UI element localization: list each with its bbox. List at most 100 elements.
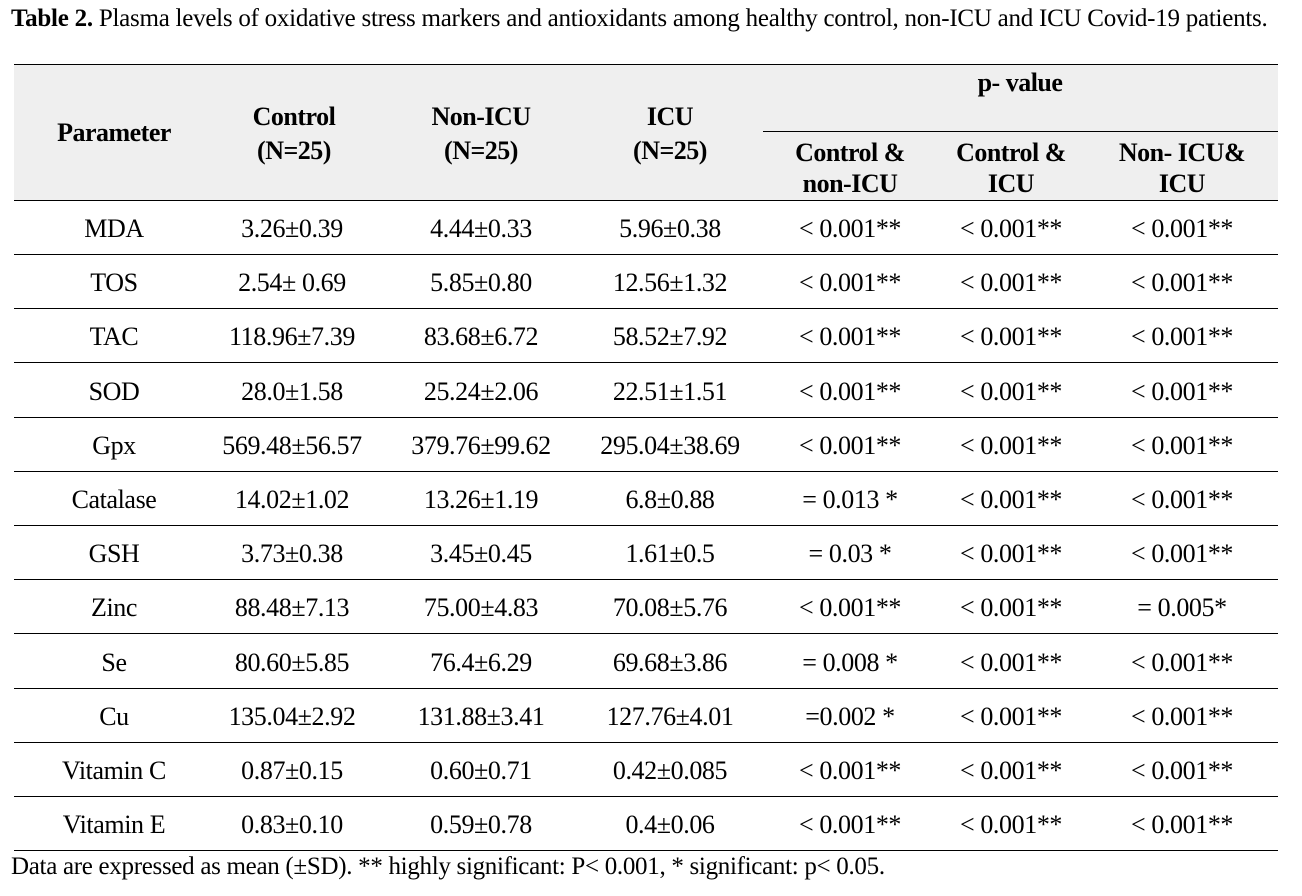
header-parameter: Parameter xyxy=(57,118,171,147)
cell-p2: < 0.001** xyxy=(959,485,1063,514)
cell-p3: < 0.001** xyxy=(1130,701,1234,731)
cell-p1: < 0.001** xyxy=(798,214,902,243)
cell-p3: < 0.001** xyxy=(1130,647,1234,677)
cell-p1: < 0.001** xyxy=(798,810,902,840)
cell-icu: 12.56±1.32 xyxy=(612,268,728,298)
row-rule xyxy=(14,254,1278,255)
header-icu-line1: ICU xyxy=(646,102,694,131)
cell-p3: < 0.001** xyxy=(1130,268,1234,298)
cell-p1: < 0.001** xyxy=(798,376,902,406)
cell-p1: =0.002 * xyxy=(805,701,895,731)
cell-control: 80.60±5.85 xyxy=(234,647,350,677)
cell-non-icu: 0.59±0.78 xyxy=(430,810,532,840)
cell-icu: 70.08±5.76 xyxy=(612,593,728,623)
header-p3-line2: ICU xyxy=(1158,169,1206,198)
cell-non-icu: 13.26±1.19 xyxy=(423,485,539,514)
cell-p1: = 0.013 * xyxy=(802,485,898,514)
cell-icu: 58.52±7.92 xyxy=(612,322,728,352)
header-p1-line2: non-ICU xyxy=(802,169,898,198)
cell-parameter: Zinc xyxy=(90,593,138,623)
cell-control: 118.96±7.39 xyxy=(229,322,355,352)
header-non-icu-line1: Non-ICU xyxy=(431,102,531,131)
cell-icu: 69.68±3.86 xyxy=(612,647,728,677)
cell-control: 0.83±0.10 xyxy=(241,810,343,840)
cell-p3: = 0.005* xyxy=(1137,593,1227,623)
cell-p1: < 0.001** xyxy=(798,268,902,298)
cell-p2: < 0.001** xyxy=(959,214,1063,243)
row-rule xyxy=(14,579,1278,581)
cell-p2: < 0.001** xyxy=(959,376,1063,406)
table-label: Table 2. xyxy=(11,5,93,32)
cell-icu: 0.42±0.085 xyxy=(612,756,728,785)
row-rule xyxy=(14,687,1278,689)
cell-p3: < 0.001** xyxy=(1130,485,1234,514)
cell-icu: 5.96±0.38 xyxy=(619,214,721,243)
cell-p1: < 0.001** xyxy=(798,322,902,352)
cell-parameter: Cu xyxy=(99,701,129,731)
cell-p1: = 0.03 * xyxy=(808,539,892,569)
header-control-line1: Control xyxy=(252,102,336,131)
header-p3-line1: Non- ICU& xyxy=(1118,138,1246,167)
cell-non-icu: 379.76±99.62 xyxy=(411,430,551,460)
cell-control: 2.54± 0.69 xyxy=(238,268,346,298)
cell-control: 0.87±0.15 xyxy=(241,756,343,785)
cell-p1: < 0.001** xyxy=(798,756,902,785)
row-rule xyxy=(14,741,1278,743)
cell-non-icu: 131.88±3.41 xyxy=(417,701,545,731)
cell-p2: < 0.001** xyxy=(959,701,1063,731)
cell-parameter: Vitamin C xyxy=(62,756,166,785)
table-top-rule xyxy=(14,64,1278,65)
cell-icu: 0.4±0.06 xyxy=(625,810,715,840)
cell-control: 14.02±1.02 xyxy=(234,485,350,514)
row-rule xyxy=(14,796,1278,797)
cell-control: 88.48±7.13 xyxy=(234,593,350,623)
cell-non-icu: 5.85±0.80 xyxy=(430,268,532,298)
row-rule xyxy=(14,850,1278,852)
cell-control: 569.48±56.57 xyxy=(222,430,362,460)
header-control-line2: (N=25) xyxy=(257,136,331,165)
cell-control: 3.26±0.39 xyxy=(241,214,343,243)
p-value-rule xyxy=(763,131,1278,132)
cell-control: 28.0±1.58 xyxy=(241,376,343,406)
cell-p3: < 0.001** xyxy=(1130,214,1234,243)
cell-icu: 22.51±1.51 xyxy=(612,376,728,406)
cell-p2: < 0.001** xyxy=(959,322,1063,352)
table-footnote: Data are expressed as mean (±SD). ** hig… xyxy=(11,853,885,880)
table-caption-text: Plasma levels of oxidative stress marker… xyxy=(92,5,1268,32)
header-p1-line1: Control & xyxy=(795,138,905,167)
cell-non-icu: 4.44±0.33 xyxy=(430,214,532,243)
row-rule xyxy=(14,362,1278,364)
cell-non-icu: 75.00±4.83 xyxy=(423,593,539,623)
cell-p2: < 0.001** xyxy=(959,539,1063,569)
header-icu-line2: (N=25) xyxy=(633,136,707,165)
header-bottom-rule xyxy=(14,200,1278,201)
cell-parameter: SOD xyxy=(88,376,140,406)
cell-parameter: Se xyxy=(101,647,127,677)
cell-icu: 1.61±0.5 xyxy=(625,539,715,569)
cell-p3: < 0.001** xyxy=(1130,810,1234,840)
cell-control: 3.73±0.38 xyxy=(241,539,343,569)
cell-p3: < 0.001** xyxy=(1130,539,1234,569)
cell-icu: 295.04±38.69 xyxy=(600,430,740,460)
cell-p2: < 0.001** xyxy=(959,593,1063,623)
cell-parameter: TAC xyxy=(89,322,139,352)
cell-p2: < 0.001** xyxy=(959,430,1063,460)
cell-p2: < 0.001** xyxy=(959,647,1063,677)
row-rule xyxy=(14,470,1278,472)
cell-parameter: Gpx xyxy=(92,430,136,460)
cell-non-icu: 83.68±6.72 xyxy=(423,322,539,352)
table-caption: Table 2. Plasma levels of oxidative stre… xyxy=(11,4,1296,34)
header-non-icu-line2: (N=25) xyxy=(444,136,518,165)
cell-p3: < 0.001** xyxy=(1130,322,1234,352)
cell-p3: < 0.001** xyxy=(1130,430,1234,460)
cell-p2: < 0.001** xyxy=(959,268,1063,298)
cell-parameter: Vitamin E xyxy=(62,810,166,840)
cell-p2: < 0.001** xyxy=(959,756,1063,785)
header-p-value: p- value xyxy=(977,68,1063,97)
table-header-background xyxy=(14,65,1278,201)
cell-parameter: GSH xyxy=(88,539,140,569)
cell-control: 135.04±2.92 xyxy=(228,701,356,731)
cell-icu: 6.8±0.88 xyxy=(625,485,715,514)
cell-non-icu: 76.4±6.29 xyxy=(430,647,532,677)
cell-p3: < 0.001** xyxy=(1130,376,1234,406)
